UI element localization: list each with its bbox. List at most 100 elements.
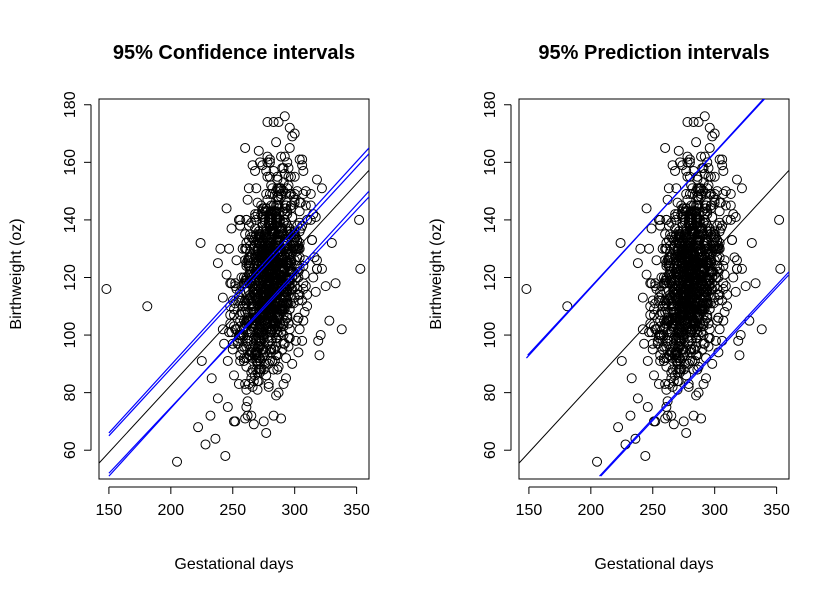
data-point xyxy=(686,200,697,211)
data-point xyxy=(241,402,252,413)
data-point xyxy=(708,298,719,309)
data-point xyxy=(273,387,284,398)
data-point xyxy=(246,217,257,228)
data-point xyxy=(655,355,666,366)
data-point xyxy=(734,350,745,361)
data-point xyxy=(261,427,272,438)
data-point xyxy=(276,151,287,162)
data-point xyxy=(644,243,655,254)
data-point xyxy=(709,229,720,240)
data-point xyxy=(271,390,282,401)
data-point xyxy=(699,289,710,300)
data-point xyxy=(287,358,298,369)
data-point xyxy=(656,295,667,306)
data-point xyxy=(694,183,705,194)
x-tick-label: 150 xyxy=(516,502,543,519)
data-point xyxy=(668,419,679,430)
data-point xyxy=(230,416,241,427)
data-point xyxy=(660,243,671,254)
data-point xyxy=(647,338,658,349)
data-point xyxy=(646,327,657,338)
data-point xyxy=(293,347,304,358)
data-point xyxy=(715,197,726,208)
data-point xyxy=(696,301,707,312)
data-point xyxy=(714,237,725,248)
data-point xyxy=(719,255,730,266)
data-point xyxy=(750,278,761,289)
data-point xyxy=(658,272,669,283)
data-point xyxy=(730,286,741,297)
plot-frame xyxy=(98,98,370,480)
data-point xyxy=(354,214,365,225)
x-tick-label: 200 xyxy=(157,502,184,519)
data-point xyxy=(200,439,211,450)
data-point xyxy=(644,327,655,338)
data-point xyxy=(670,212,681,223)
data-point xyxy=(661,384,672,395)
data-point xyxy=(250,370,261,381)
data-point xyxy=(709,255,720,266)
data-point xyxy=(263,295,274,306)
data-point xyxy=(250,165,261,176)
data-point xyxy=(258,364,269,375)
data-point xyxy=(736,263,747,274)
data-point xyxy=(677,289,688,300)
data-point xyxy=(640,450,651,461)
data-point xyxy=(722,214,733,225)
data-point xyxy=(293,312,304,323)
data-point xyxy=(697,344,708,355)
data-point xyxy=(702,286,713,297)
y-tick-label: 80 xyxy=(482,384,499,402)
interval-line-lower xyxy=(108,196,369,474)
data-point xyxy=(673,237,684,248)
data-point xyxy=(729,252,740,263)
data-point xyxy=(639,338,650,349)
data-point xyxy=(641,203,652,214)
data-point xyxy=(279,111,290,122)
data-point xyxy=(294,237,305,248)
data-point xyxy=(250,209,261,220)
chart-panel-prediction: 95% Prediction intervals Gestational day… xyxy=(428,42,790,573)
data-point xyxy=(681,165,692,176)
data-point xyxy=(688,410,699,421)
data-point xyxy=(298,165,309,176)
y-tick-label: 80 xyxy=(62,384,79,402)
x-axis: 150 200 250 300 350 xyxy=(516,486,790,519)
data-point xyxy=(774,214,785,225)
data-point xyxy=(698,304,709,315)
data-point xyxy=(712,243,723,254)
data-point xyxy=(661,214,672,225)
data-point xyxy=(703,266,714,277)
data-point xyxy=(675,307,686,318)
data-point xyxy=(686,180,697,191)
data-point xyxy=(746,237,757,248)
data-point xyxy=(316,263,327,274)
data-point xyxy=(718,165,729,176)
data-point xyxy=(289,292,300,303)
data-point xyxy=(210,433,221,444)
data-point xyxy=(269,260,280,271)
data-point xyxy=(205,410,216,421)
data-point xyxy=(672,209,683,220)
x-axis-title: Gestational days xyxy=(174,556,293,573)
data-point xyxy=(691,137,702,148)
data-point xyxy=(699,315,710,326)
data-point xyxy=(667,353,678,364)
data-point xyxy=(775,263,786,274)
data-point xyxy=(678,324,689,335)
data-point xyxy=(279,289,290,300)
data-point xyxy=(687,338,698,349)
data-point xyxy=(521,284,532,294)
data-point xyxy=(274,183,285,194)
data-point xyxy=(691,307,702,318)
data-point xyxy=(670,315,681,326)
data-point xyxy=(714,154,725,165)
data-point xyxy=(355,263,366,274)
data-point xyxy=(245,240,256,251)
data-point xyxy=(263,381,274,392)
chart-title: 95% Confidence intervals xyxy=(113,42,355,64)
y-axis: 60 80 100 120 140 160 180 xyxy=(62,91,92,459)
scatter-points xyxy=(101,111,366,467)
data-point xyxy=(712,186,723,197)
data-point xyxy=(226,327,237,338)
